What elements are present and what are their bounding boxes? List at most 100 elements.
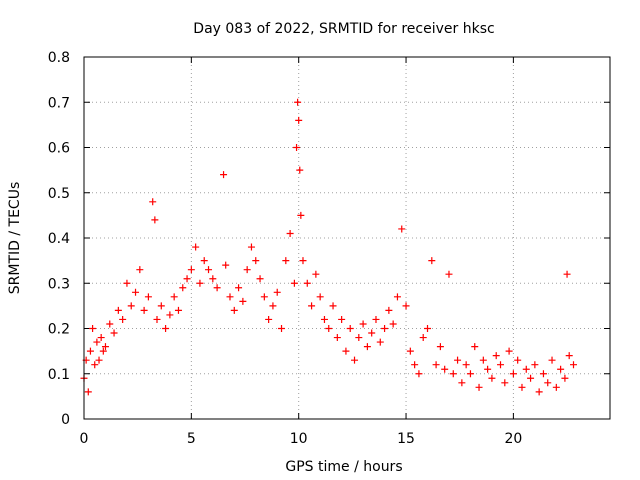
data-point <box>144 293 152 301</box>
data-point <box>247 243 255 251</box>
data-point <box>475 383 483 391</box>
data-point <box>548 356 556 364</box>
data-point <box>151 216 159 224</box>
data-point <box>471 343 479 351</box>
data-point <box>385 306 393 314</box>
y-tick-label: 0.6 <box>48 141 70 157</box>
data-point <box>282 257 290 265</box>
data-point <box>535 388 543 396</box>
data-point <box>565 352 573 360</box>
data-point <box>402 302 410 310</box>
data-point <box>140 306 148 314</box>
data-point <box>372 315 380 323</box>
x-tick-label: 20 <box>504 431 522 447</box>
data-point <box>376 338 384 346</box>
data-point <box>123 279 131 287</box>
data-point <box>213 284 221 292</box>
data-point <box>86 347 94 355</box>
data-point <box>303 279 311 287</box>
x-tick-label: 0 <box>80 431 89 447</box>
x-tick-label: 15 <box>397 431 415 447</box>
y-tick-label: 0 <box>61 412 70 428</box>
data-point <box>522 365 530 373</box>
data-point <box>527 374 535 382</box>
data-point <box>101 343 109 351</box>
data-point <box>110 329 118 337</box>
data-point <box>539 370 547 378</box>
data-point <box>89 325 97 332</box>
data-point <box>187 266 195 274</box>
data-point <box>269 302 277 310</box>
data-point <box>174 306 182 314</box>
data-point <box>312 270 320 278</box>
data-point <box>308 302 316 310</box>
data-point <box>209 275 217 283</box>
data-point <box>106 320 114 328</box>
data-point <box>127 302 135 310</box>
data-point <box>484 365 492 373</box>
data-point <box>91 361 99 369</box>
plot-frame <box>83 56 611 420</box>
data-point <box>428 257 436 265</box>
y-tick-label: 0.1 <box>48 367 70 383</box>
data-point <box>179 284 187 292</box>
data-point <box>265 315 273 323</box>
data-point <box>114 306 122 314</box>
data-point <box>342 347 350 355</box>
data-point <box>183 275 191 283</box>
data-point <box>260 293 268 301</box>
data-point <box>239 297 247 305</box>
data-point <box>424 325 432 332</box>
data-point <box>458 379 466 387</box>
data-point <box>544 379 552 387</box>
data-point <box>411 361 419 369</box>
data-point <box>226 293 234 301</box>
data-point <box>363 343 371 351</box>
data-point <box>462 361 470 369</box>
data-point <box>93 338 101 346</box>
data-point <box>492 352 500 360</box>
data-point <box>436 343 444 351</box>
data-point <box>132 288 140 296</box>
data-point <box>136 266 144 274</box>
data-point <box>278 325 286 332</box>
y-tick-label: 0.5 <box>48 186 70 202</box>
data-point <box>166 311 174 319</box>
chart-title: Day 083 of 2022, SRMTID for receiver hks… <box>193 21 494 37</box>
data-point <box>153 315 161 323</box>
grid <box>84 57 610 419</box>
data-points <box>80 98 578 396</box>
data-point <box>518 383 526 391</box>
data-point <box>273 288 281 296</box>
data-point <box>505 347 513 355</box>
x-tick-label: 5 <box>187 431 196 447</box>
data-point <box>295 116 303 124</box>
data-point <box>449 370 457 378</box>
y-tick-label: 0.7 <box>48 95 70 111</box>
data-point <box>338 315 346 323</box>
data-point <box>286 229 294 237</box>
data-point <box>95 356 103 364</box>
data-point <box>381 325 389 332</box>
y-tick-label: 0.8 <box>48 50 70 66</box>
data-point <box>200 257 208 265</box>
data-point <box>230 306 238 314</box>
data-point <box>99 347 107 355</box>
data-point <box>325 325 333 332</box>
data-point <box>316 293 324 301</box>
x-axis-label: GPS time / hours <box>285 459 402 475</box>
data-point <box>196 279 204 287</box>
data-point <box>293 144 301 151</box>
data-point <box>445 270 453 278</box>
data-point <box>157 302 165 310</box>
y-tick-label: 0.4 <box>48 231 70 247</box>
data-point <box>252 257 260 265</box>
data-point <box>149 198 157 206</box>
data-point <box>84 388 92 396</box>
data-point <box>299 257 307 265</box>
data-point <box>509 370 517 378</box>
data-point <box>333 334 341 342</box>
data-point <box>162 325 170 332</box>
y-tick-label: 0.3 <box>48 276 70 292</box>
data-point <box>454 356 462 364</box>
